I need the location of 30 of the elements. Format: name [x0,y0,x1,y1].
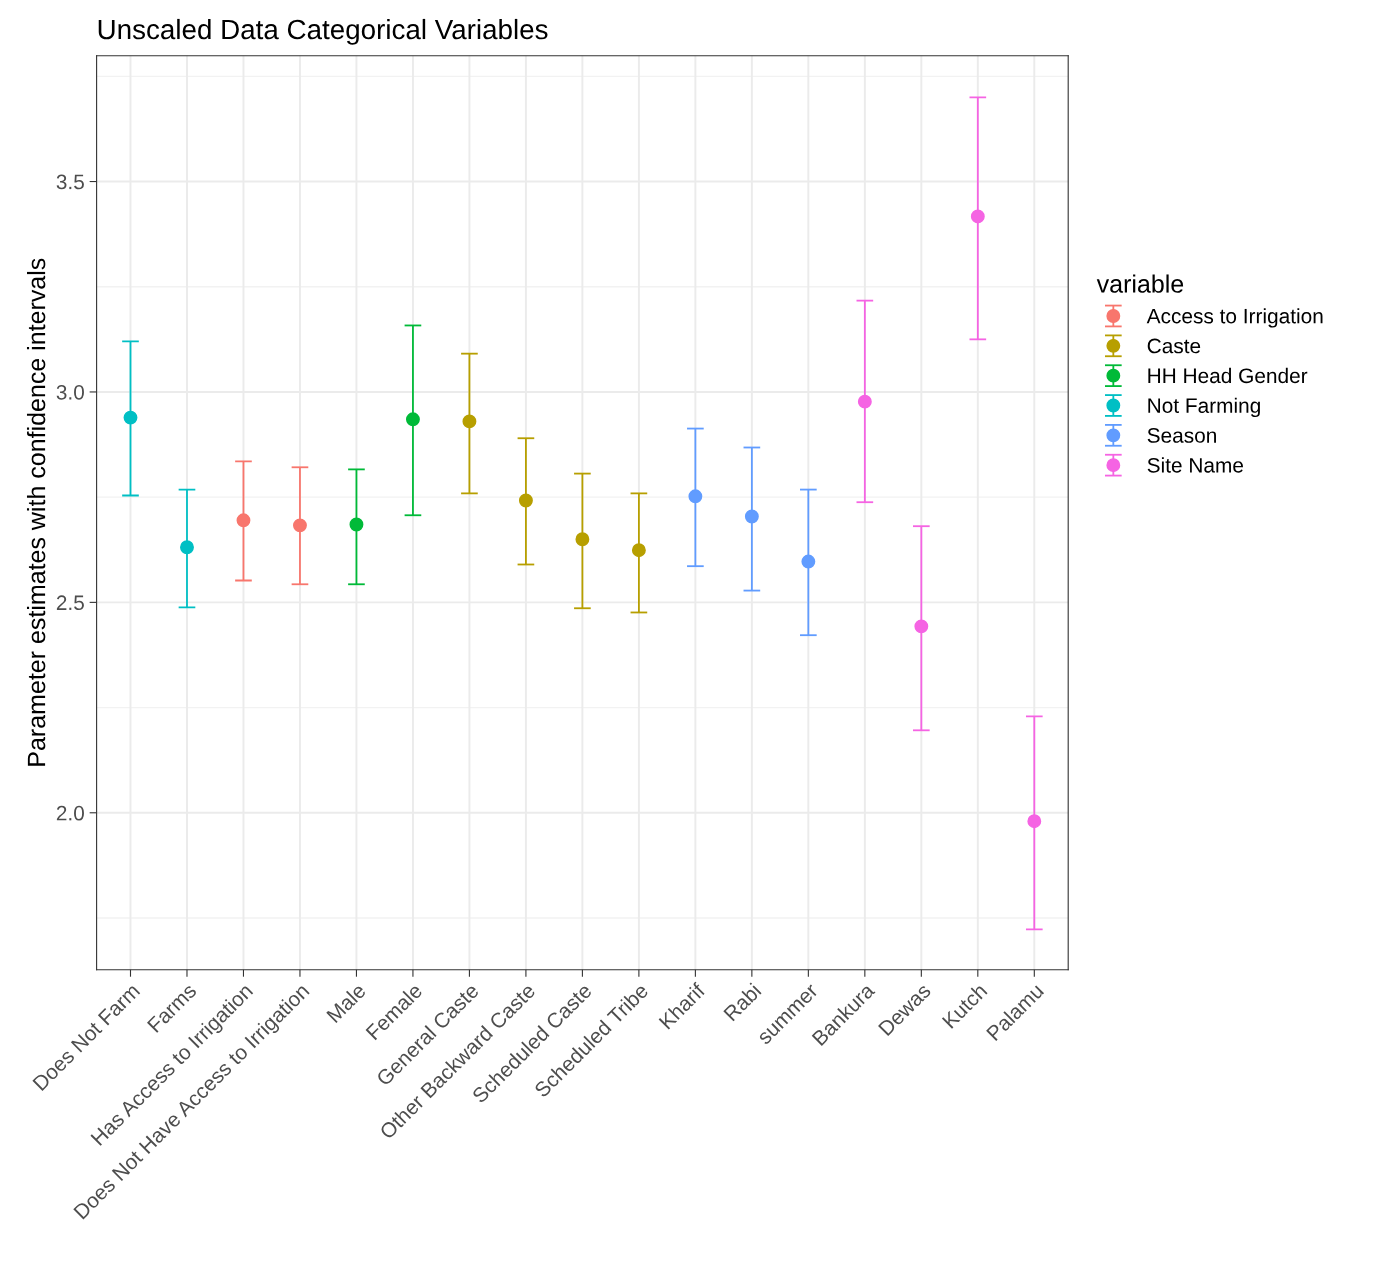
chart-title: Unscaled Data Categorical Variables [98,18,548,45]
point [349,517,364,532]
point [914,619,929,634]
legend-label: HH Head Gender [1148,367,1308,384]
point [1027,814,1042,829]
point [462,414,477,429]
y-axis-title: Parameter estimates with confidence intervals [26,258,46,766]
legend-label: Caste [1147,338,1201,354]
point [236,513,251,528]
point [518,493,533,508]
legend-label: Season [1147,428,1216,443]
point [293,518,307,533]
point [688,489,703,504]
point [857,394,872,409]
y-tick-label: 2.5 [56,595,84,611]
point [180,540,194,555]
y-tick-label: 2.0 [56,805,84,821]
point [405,412,420,427]
legend-label: Access to Irrigation [1146,308,1323,328]
point [801,554,816,569]
point [970,209,985,224]
point [123,410,138,425]
point [631,543,646,558]
legend-title: variable [1096,274,1184,293]
point [575,532,590,547]
legend-label: Not Farming [1148,397,1260,418]
y-tick-label: 3.5 [56,174,84,190]
legend-label: Site Name [1147,457,1243,473]
y-tick-label: 3.0 [56,384,84,400]
point [744,509,759,524]
